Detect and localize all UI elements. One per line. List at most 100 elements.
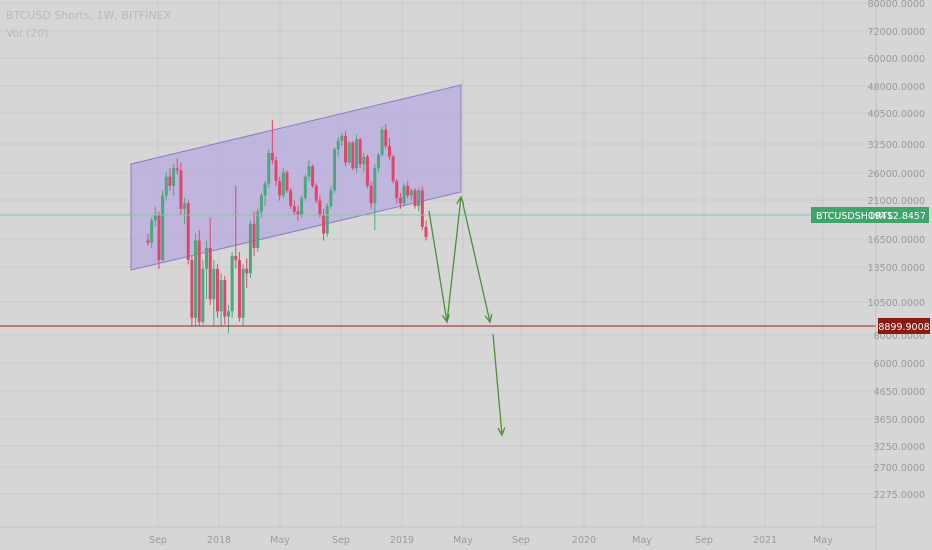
candle bbox=[263, 181, 267, 206]
candle bbox=[168, 168, 172, 191]
projection-arrows[interactable] bbox=[428, 195, 506, 437]
last-price-value: 19412.8457 bbox=[869, 211, 926, 222]
candle bbox=[296, 205, 300, 221]
candle-body bbox=[314, 185, 318, 201]
candle bbox=[281, 168, 285, 199]
candle-body bbox=[175, 168, 179, 171]
candle-body bbox=[355, 139, 358, 169]
candle-body bbox=[179, 170, 183, 209]
price-tick-label: 21000.0000 bbox=[868, 196, 925, 207]
candle bbox=[252, 211, 256, 256]
parallel-channel-drawing[interactable] bbox=[130, 84, 462, 271]
candle bbox=[175, 158, 179, 175]
candle-body bbox=[292, 205, 296, 212]
candle bbox=[245, 258, 249, 289]
candle bbox=[351, 140, 355, 171]
candle bbox=[413, 188, 417, 209]
candle bbox=[270, 119, 274, 165]
price-tick-label: 13500.0000 bbox=[868, 263, 925, 274]
candle bbox=[256, 208, 260, 252]
support-price-value: 8899.9008 bbox=[878, 322, 929, 333]
candle-body bbox=[172, 168, 176, 186]
candle bbox=[179, 162, 183, 215]
arrow-path bbox=[492, 333, 503, 436]
candle-body bbox=[329, 190, 333, 206]
candle bbox=[241, 264, 245, 326]
chart-legend: BTCUSD Shorts, 1W, BITFINEX Vol (20) bbox=[6, 7, 171, 43]
candlestick-series bbox=[146, 119, 428, 334]
candle bbox=[314, 183, 318, 204]
candle-body bbox=[420, 190, 424, 227]
candle bbox=[391, 154, 395, 184]
candle-body bbox=[347, 142, 351, 163]
symbol-label: BTCUSDSHORTS bbox=[816, 211, 893, 222]
volume-indicator-label: Vol (20) bbox=[6, 27, 49, 40]
time-tick-label: May bbox=[813, 535, 833, 546]
candle-body bbox=[252, 223, 256, 248]
time-axis[interactable]: Sep 2018 May Sep 2019 May Sep 2020 May Sep 2021 May bbox=[149, 535, 833, 546]
time-tick-label: May bbox=[270, 535, 290, 546]
candle bbox=[186, 200, 190, 265]
candle bbox=[183, 198, 187, 224]
candle-body bbox=[311, 166, 315, 186]
candle-body bbox=[376, 154, 380, 169]
candle-body bbox=[248, 223, 252, 274]
candle-body bbox=[183, 203, 187, 209]
price-tick-label: 32500.0000 bbox=[868, 140, 925, 151]
candle bbox=[402, 183, 406, 206]
candle bbox=[340, 132, 344, 146]
price-tick-label: 2275.0000 bbox=[874, 490, 925, 501]
arrow-down-2[interactable] bbox=[462, 203, 493, 324]
candle-body bbox=[395, 181, 399, 199]
price-tick-label: 80000.0000 bbox=[868, 0, 925, 10]
price-tick-label: 2700.0000 bbox=[874, 463, 925, 474]
arrow-down-3[interactable] bbox=[492, 333, 506, 437]
candle-body bbox=[391, 156, 395, 182]
time-tick-label: Sep bbox=[332, 535, 350, 546]
candle-body bbox=[226, 311, 230, 317]
candle-body bbox=[274, 160, 278, 182]
price-tick-label: 16500.0000 bbox=[868, 235, 925, 246]
time-tick-label: Sep bbox=[695, 535, 713, 546]
price-axis[interactable]: 80000.0000 72000.0000 60000.0000 48000.0000… bbox=[868, 0, 925, 501]
candle-body bbox=[333, 149, 337, 191]
candle bbox=[387, 137, 391, 161]
candle-body bbox=[380, 129, 384, 155]
candle-body bbox=[208, 247, 212, 300]
candle-body bbox=[157, 214, 161, 261]
candle bbox=[365, 154, 369, 189]
candle bbox=[318, 195, 322, 218]
candle bbox=[398, 192, 402, 209]
arrow-path bbox=[446, 196, 462, 323]
candle bbox=[234, 185, 238, 269]
price-tick-label: 48000.0000 bbox=[868, 82, 925, 93]
candle-body bbox=[245, 268, 249, 274]
last-price-label: BTCUSDSHORTS 19412.8457 bbox=[811, 207, 929, 223]
candle bbox=[285, 170, 289, 193]
price-tick-label: 72000.0000 bbox=[868, 27, 925, 38]
arrow-path bbox=[428, 210, 448, 323]
candle bbox=[212, 260, 216, 326]
candle-body bbox=[369, 185, 373, 204]
candle bbox=[289, 188, 293, 209]
candle bbox=[153, 205, 157, 227]
candle-body bbox=[219, 280, 223, 312]
candle-body bbox=[362, 156, 366, 165]
candle bbox=[358, 137, 362, 169]
candle bbox=[205, 240, 209, 300]
candle bbox=[376, 152, 380, 173]
candle-body bbox=[285, 172, 289, 191]
candle-body bbox=[201, 268, 205, 322]
support-price-box bbox=[878, 318, 930, 334]
candle-body bbox=[365, 156, 369, 186]
candle-body bbox=[270, 152, 274, 161]
time-tick-label: 2019 bbox=[390, 535, 414, 546]
candle-body bbox=[340, 136, 344, 141]
candle bbox=[274, 156, 278, 186]
arrow-up[interactable] bbox=[446, 195, 465, 323]
arrow-head bbox=[456, 195, 465, 205]
candle bbox=[164, 172, 168, 201]
candle bbox=[157, 211, 161, 269]
